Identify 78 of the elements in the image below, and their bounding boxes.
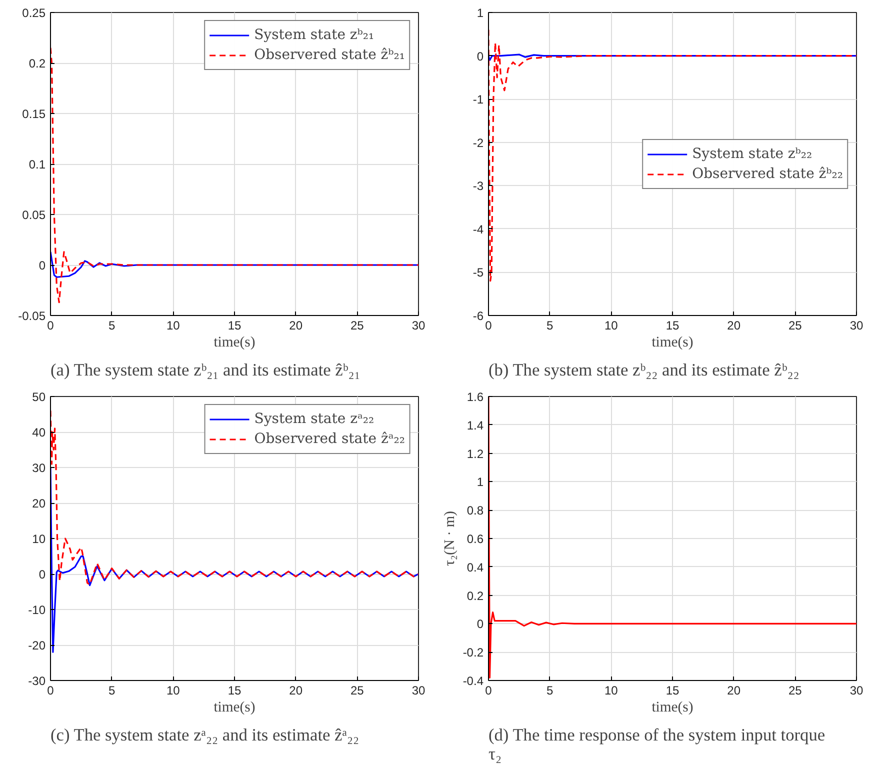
y-tick-label: 1.2 <box>466 446 484 461</box>
x-tick-label: 5 <box>546 318 554 332</box>
x-tick-label: 25 <box>788 318 802 332</box>
text: (b) The system state zᵇ₂₂ and its estimate ẑᵇ₂₂ <box>488 360 800 380</box>
x-tick-label: 30 <box>412 684 426 698</box>
y-tick-label: 0.1 <box>28 158 46 172</box>
y-tick-label: -20 <box>28 638 46 652</box>
text: (d) The time response of the system input torque τ₂ <box>488 726 826 764</box>
y-tick-label: 0.15 <box>22 107 46 121</box>
x-tick-label: 0 <box>485 684 492 698</box>
y-tick-label: -30 <box>28 674 46 688</box>
x-tick-label: 30 <box>850 684 864 698</box>
x-tick-label: 5 <box>546 684 554 698</box>
x-tick-label: 20 <box>727 318 741 332</box>
y-tick-label: 0.05 <box>22 208 46 222</box>
x-tick-label: 15 <box>666 318 680 332</box>
y-tick-label: 1 <box>476 6 484 20</box>
y-tick-label: -4 <box>472 222 484 236</box>
x-tick-label: 10 <box>604 684 618 698</box>
x-tick-label: 15 <box>666 684 680 698</box>
y-tick-label: -2 <box>472 136 484 150</box>
legend-label: Observered state ẑᵇ₂₂ <box>692 166 843 182</box>
x-axis-title: time(s) <box>652 334 694 350</box>
y-tick-label: -6 <box>472 309 484 323</box>
y-tick-label: -5 <box>472 266 484 280</box>
x-tick-label: 10 <box>166 684 180 698</box>
legend-label: Observered state ẑᵇ₂₁ <box>254 47 405 63</box>
y-tick-label: 0.25 <box>22 6 46 20</box>
y-tick-label: 30 <box>32 461 46 475</box>
x-tick-label: 25 <box>788 684 802 698</box>
x-tick-label: 0 <box>47 318 54 332</box>
x-tick-label: 0 <box>47 684 54 698</box>
legend-label: System state zᵃ₂₂ <box>254 411 374 427</box>
y-tick-label: 40 <box>32 426 46 440</box>
x-tick-label: 5 <box>108 684 116 698</box>
x-tick-label: 25 <box>350 684 364 698</box>
x-tick-label: 5 <box>108 318 116 332</box>
x-tick-label: 15 <box>228 318 242 332</box>
y-tick-label: -3 <box>472 179 484 194</box>
y-tick-label: 20 <box>32 496 46 510</box>
y-tick-label: 0.6 <box>466 532 484 546</box>
y-tick-label: 1.4 <box>466 418 484 432</box>
text: (c) The system state zᵃ₂₂ and its estimate ẑᵃ₂₂ <box>50 726 360 744</box>
y-tick-label: 0 <box>476 49 484 64</box>
x-tick-label: 30 <box>850 318 864 332</box>
y-tick-label: 1.6 <box>466 390 484 404</box>
x-tick-label: 10 <box>604 318 618 332</box>
y-tick-label: -10 <box>28 603 46 617</box>
y-axis-title: τ₂(N · m) <box>442 510 458 566</box>
y-tick-label: 0.4 <box>466 560 484 574</box>
y-tick-label: -1 <box>472 92 484 107</box>
y-tick-label: -0.2 <box>462 646 484 660</box>
x-axis-title: time(s) <box>214 334 256 350</box>
legend-label: System state zᵇ₂₁ <box>254 27 374 43</box>
legend-label: System state zᵇ₂₂ <box>692 146 812 162</box>
y-tick-label: 10 <box>32 532 46 546</box>
y-tick-label: 0 <box>38 568 46 582</box>
y-tick-label: 0.2 <box>466 588 484 603</box>
y-tick-label: 0.2 <box>28 56 46 70</box>
x-tick-label: 20 <box>289 318 303 332</box>
x-tick-label: 10 <box>166 318 180 332</box>
x-tick-label: 0 <box>485 318 492 332</box>
y-tick-label: -0.4 <box>462 674 484 688</box>
x-tick-label: 20 <box>289 684 303 698</box>
legend-label: Observered state ẑᵃ₂₂ <box>254 431 405 447</box>
x-tick-label: 25 <box>350 318 364 332</box>
y-tick-label: 0 <box>476 617 484 632</box>
text: (a) The system state zᵇ₂₁ and its estimate ẑᵇ₂₁ <box>50 360 360 380</box>
y-tick-label: -0.05 <box>18 309 46 323</box>
x-axis-title: time(s) <box>652 700 694 716</box>
y-tick-label: 0.8 <box>466 504 484 518</box>
x-tick-label: 20 <box>727 684 741 698</box>
y-tick-label: 50 <box>32 390 46 404</box>
x-tick-label: 15 <box>228 684 242 698</box>
x-axis-title: time(s) <box>214 700 256 716</box>
y-tick-label: 0 <box>38 258 46 272</box>
x-tick-label: 30 <box>412 318 426 332</box>
y-tick-label: 1 <box>476 475 484 490</box>
